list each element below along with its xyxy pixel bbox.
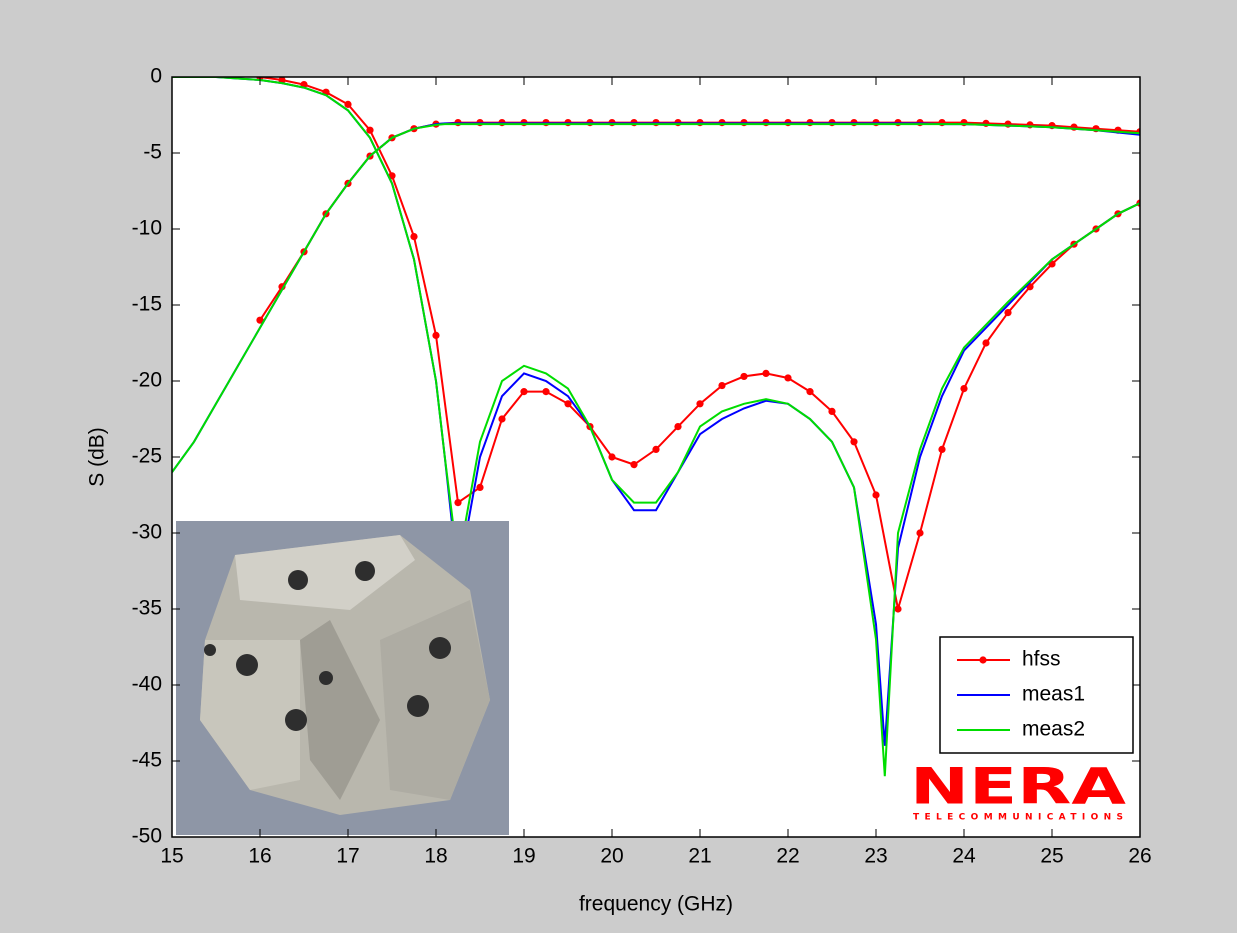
x-tick-label: 17 [336, 845, 359, 868]
legend-label: meas2 [1022, 718, 1085, 741]
series-marker [740, 372, 748, 381]
legend-label: hfss [1022, 648, 1061, 671]
y-tick-label: -35 [132, 597, 162, 620]
y-tick-label: 0 [150, 65, 162, 88]
y-tick-label: -25 [132, 445, 162, 468]
y-tick-label: -10 [132, 217, 162, 240]
x-tick-label: 22 [776, 845, 799, 868]
series-marker [454, 499, 462, 507]
series-marker [872, 491, 880, 499]
series-marker [718, 381, 726, 390]
series-line [172, 77, 1140, 777]
legend: hfss meas1 meas2 [939, 636, 1134, 754]
logo-tagline: TELECOMMUNICATIONS [913, 813, 1123, 823]
y-tick-label: -20 [132, 369, 162, 392]
y-tick-label: -5 [143, 141, 162, 164]
x-tick-label: 19 [512, 845, 535, 868]
series-marker [850, 438, 858, 446]
series-marker [652, 445, 660, 453]
inset-photo [176, 521, 509, 835]
x-tick-label: 21 [688, 845, 711, 868]
x-tick-label: 16 [248, 845, 271, 868]
y-tick-label: -30 [132, 521, 162, 544]
series-marker [982, 339, 990, 347]
series-marker [432, 331, 440, 339]
ticks: 15 16 17 18 19 20 21 22 23 24 25 26 0 -5 -10 -15 -20 -25 -… [132, 65, 1152, 868]
logo-name: NERA [910, 758, 1126, 816]
y-tick-label: -40 [132, 673, 162, 696]
series-marker [564, 400, 572, 408]
y-tick-label: -45 [132, 749, 162, 772]
x-axis-label: frequency (GHz) [579, 893, 733, 916]
series-marker [1004, 309, 1012, 317]
series-marker [608, 453, 616, 461]
series-marker [498, 415, 506, 423]
series-marker [762, 369, 770, 377]
logo: NERA TELECOMMUNICATIONS [910, 758, 1126, 823]
series-marker [344, 100, 352, 108]
y-tick-label: -50 [132, 825, 162, 848]
legend-marker [979, 656, 987, 664]
series-marker [674, 423, 682, 431]
series-marker [520, 388, 528, 396]
series-marker [366, 126, 374, 134]
series-marker [784, 374, 792, 382]
series-marker [256, 316, 264, 324]
series-marker [410, 233, 418, 241]
series-marker [696, 400, 704, 408]
series-marker [630, 461, 638, 469]
y-axis-label: S (dB) [86, 427, 109, 487]
x-tick-label: 15 [160, 845, 183, 868]
series-marker [894, 605, 902, 613]
x-tick-label: 18 [424, 845, 447, 868]
series-marker [476, 483, 484, 491]
x-tick-label: 25 [1040, 845, 1063, 868]
x-tick-label: 23 [864, 845, 887, 868]
series-marker [916, 529, 924, 537]
series-marker [938, 119, 946, 127]
legend-label: meas1 [1022, 683, 1085, 706]
y-tick-label: -15 [132, 293, 162, 316]
series-line [172, 123, 1140, 473]
x-tick-label: 26 [1128, 845, 1151, 868]
series-marker [938, 445, 946, 453]
series-marker [542, 388, 550, 396]
series-marker [806, 388, 814, 396]
curves [172, 77, 1140, 777]
x-tick-label: 24 [952, 845, 976, 868]
series-marker [960, 385, 968, 393]
series-marker [828, 407, 836, 415]
x-tick-label: 20 [600, 845, 623, 868]
